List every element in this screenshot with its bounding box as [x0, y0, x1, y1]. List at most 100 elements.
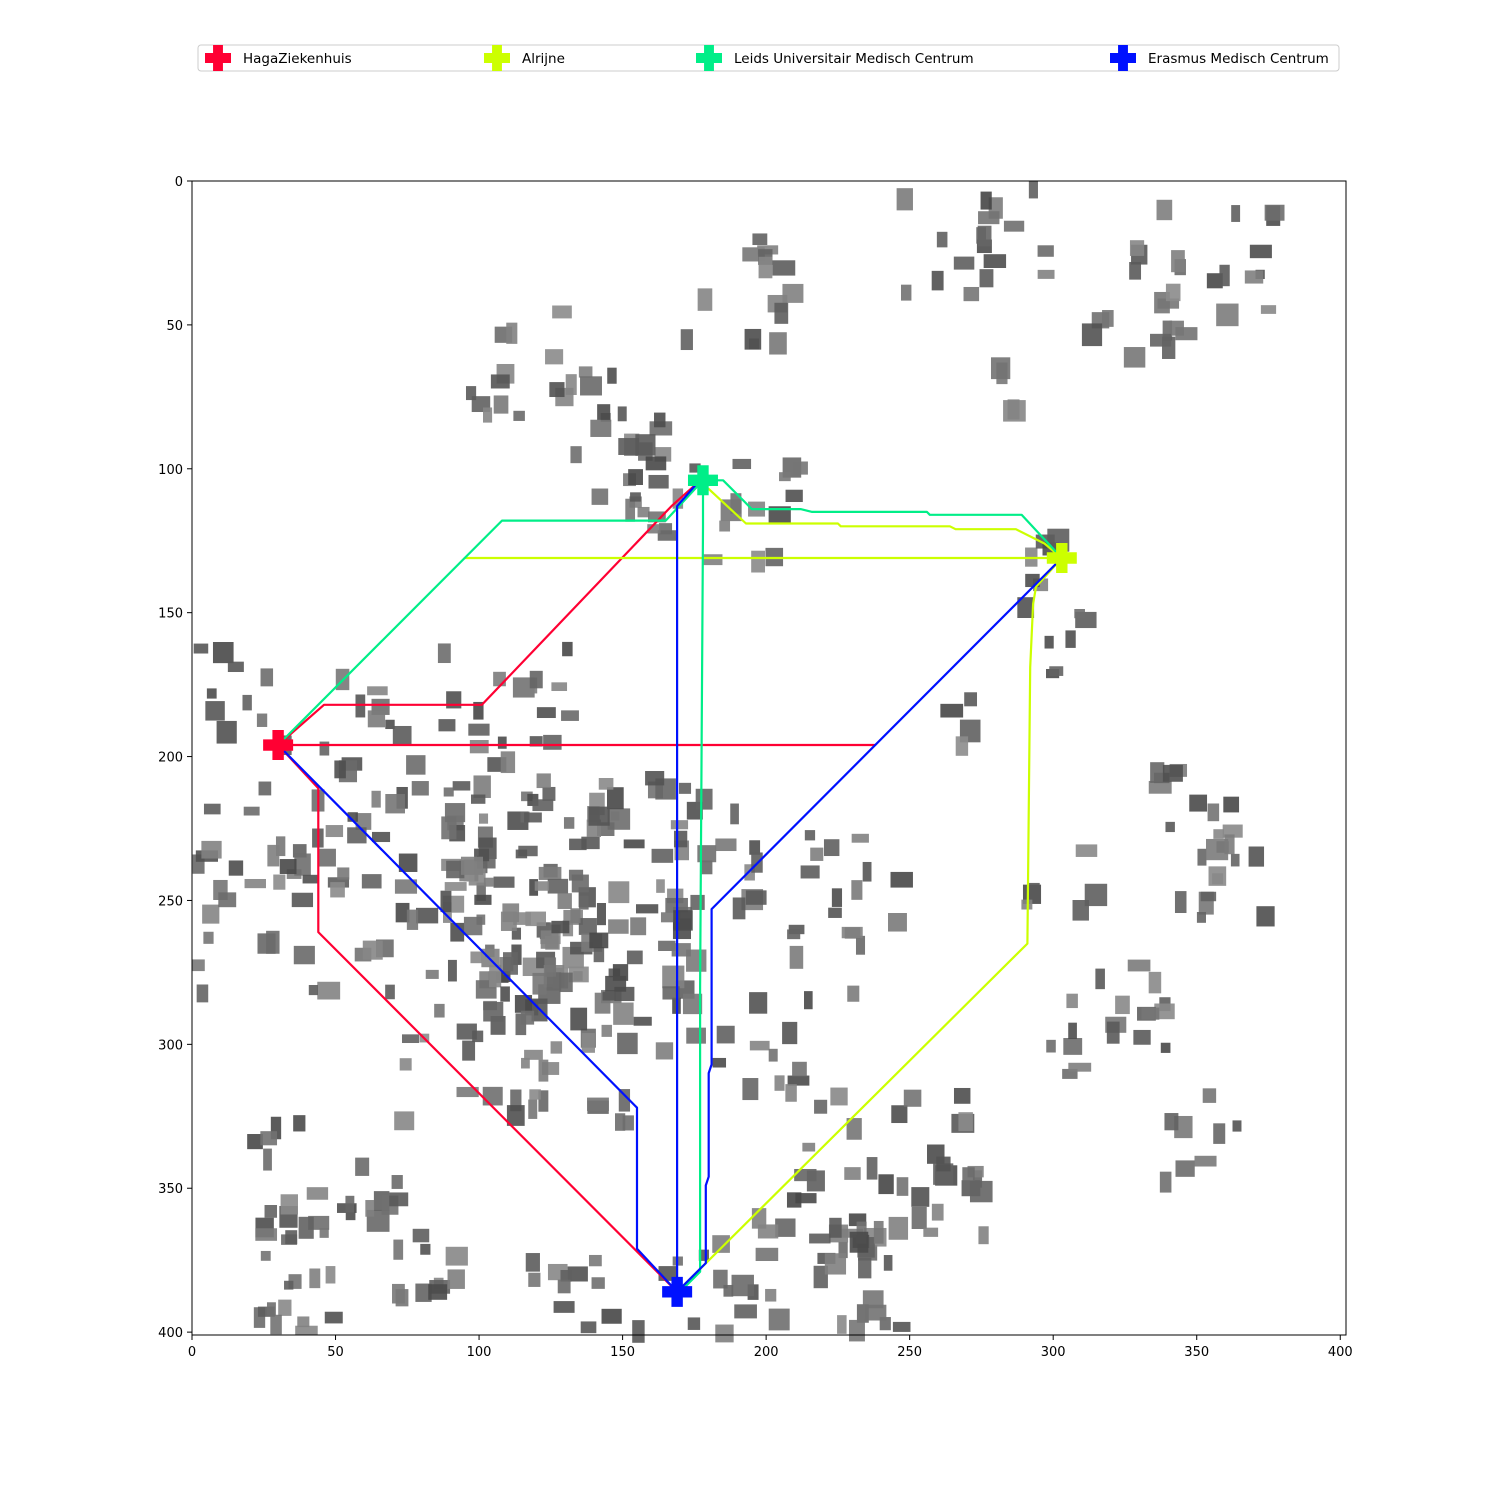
- map-building-block: [528, 1100, 537, 1119]
- map-building-block: [597, 903, 606, 925]
- map-building-block: [1124, 347, 1145, 368]
- map-building-block: [1038, 245, 1054, 256]
- map-building-block: [1129, 262, 1141, 280]
- map-building-block: [1164, 1113, 1178, 1130]
- map-building-block: [1203, 1088, 1216, 1103]
- map-building-block: [319, 849, 336, 867]
- map-building-block: [785, 1084, 796, 1102]
- map-building-block: [207, 688, 217, 698]
- map-building-block: [1063, 1038, 1082, 1055]
- y-tick-label: 0: [175, 175, 183, 190]
- map-building-block: [392, 1284, 405, 1304]
- map-building-block: [293, 1115, 305, 1131]
- map-building-block: [978, 1226, 988, 1244]
- map-building-block: [441, 891, 452, 912]
- map-building-block: [970, 1181, 993, 1202]
- map-building-block: [1209, 866, 1227, 885]
- map-building-block: [506, 323, 517, 344]
- map-building-block: [1206, 839, 1228, 860]
- map-building-block: [715, 838, 736, 851]
- y-tick-label: 400: [158, 1326, 183, 1341]
- map-building-block: [769, 1049, 778, 1062]
- map-building-block: [588, 807, 609, 826]
- map-building-block: [1166, 284, 1181, 301]
- map-building-block: [530, 671, 543, 688]
- map-building-block: [564, 817, 574, 829]
- map-building-block: [559, 973, 573, 992]
- map-building-block: [779, 472, 791, 481]
- map-building-block: [787, 929, 800, 939]
- map-building-block: [756, 1248, 779, 1261]
- map-building-block: [1066, 994, 1077, 1008]
- map-building-block: [878, 1174, 893, 1194]
- map-building-block: [472, 1031, 483, 1043]
- map-building-block: [265, 1205, 277, 1218]
- map-building-block: [893, 1322, 911, 1332]
- map-building-block: [1231, 854, 1240, 867]
- map-building-block: [438, 643, 451, 663]
- map-building-block: [858, 1258, 871, 1279]
- map-building-block: [1157, 200, 1173, 220]
- map-building-block: [558, 1280, 571, 1294]
- map-building-block: [347, 827, 366, 843]
- map-building-block: [814, 1100, 827, 1114]
- map-building-block: [1115, 996, 1130, 1014]
- map-building-block: [1095, 969, 1105, 990]
- map-building-block: [696, 789, 713, 810]
- map-building-block: [464, 917, 482, 935]
- map-building-block: [750, 1041, 770, 1051]
- map-building-block: [202, 905, 219, 924]
- map-building-block: [307, 1187, 328, 1200]
- map-building-block: [420, 1244, 430, 1255]
- map-building-block: [537, 773, 551, 788]
- map-building-block: [267, 845, 279, 867]
- x-tick-label: 300: [1041, 1345, 1066, 1360]
- map-building-block: [582, 1033, 595, 1053]
- map-building-block: [867, 1157, 878, 1180]
- map-building-block: [749, 992, 767, 1014]
- map-building-block: [413, 1229, 430, 1243]
- map-building-block: [471, 795, 485, 804]
- map-building-block: [260, 1131, 277, 1145]
- map-building-block: [579, 896, 589, 910]
- map-building-block: [483, 1087, 503, 1106]
- x-tick-label: 150: [610, 1345, 635, 1360]
- map-building-block: [516, 850, 527, 859]
- map-building-block: [245, 879, 266, 888]
- map-building-block: [493, 672, 506, 686]
- map-building-block: [1008, 399, 1020, 419]
- y-tick-label: 200: [158, 751, 183, 766]
- map-building-block: [759, 257, 773, 279]
- map-building-block: [940, 704, 963, 718]
- map-building-block: [552, 306, 572, 319]
- map-building-block: [652, 849, 674, 863]
- map-building-block: [672, 943, 691, 956]
- map-building-block: [1169, 321, 1184, 336]
- map-building-block: [412, 781, 429, 795]
- map-building-block: [904, 1090, 922, 1107]
- map-building-block: [197, 984, 209, 1002]
- map-building-block: [828, 908, 842, 918]
- map-building-block: [1233, 1120, 1242, 1131]
- map-building-block: [320, 1228, 329, 1238]
- map-building-block: [717, 1026, 735, 1044]
- map-building-block: [392, 1175, 403, 1189]
- map-building-block: [824, 839, 839, 856]
- map-building-block: [325, 1312, 343, 1324]
- map-building-block: [901, 285, 911, 301]
- map-building-block: [581, 1321, 597, 1333]
- map-building-block: [1128, 960, 1151, 972]
- map-building-block: [1150, 762, 1164, 783]
- map-building-block: [1250, 245, 1272, 258]
- map-building-block: [205, 701, 224, 720]
- map-building-block: [280, 859, 297, 874]
- map-building-block: [804, 991, 813, 1009]
- map-building-block: [964, 692, 977, 706]
- map-building-block: [991, 357, 1010, 379]
- map-building-block: [261, 668, 274, 686]
- map-building-block: [355, 1158, 369, 1176]
- map-building-block: [365, 1200, 374, 1217]
- map-building-block: [607, 368, 616, 384]
- map-building-block: [297, 1316, 309, 1327]
- map-building-block: [617, 1033, 638, 1054]
